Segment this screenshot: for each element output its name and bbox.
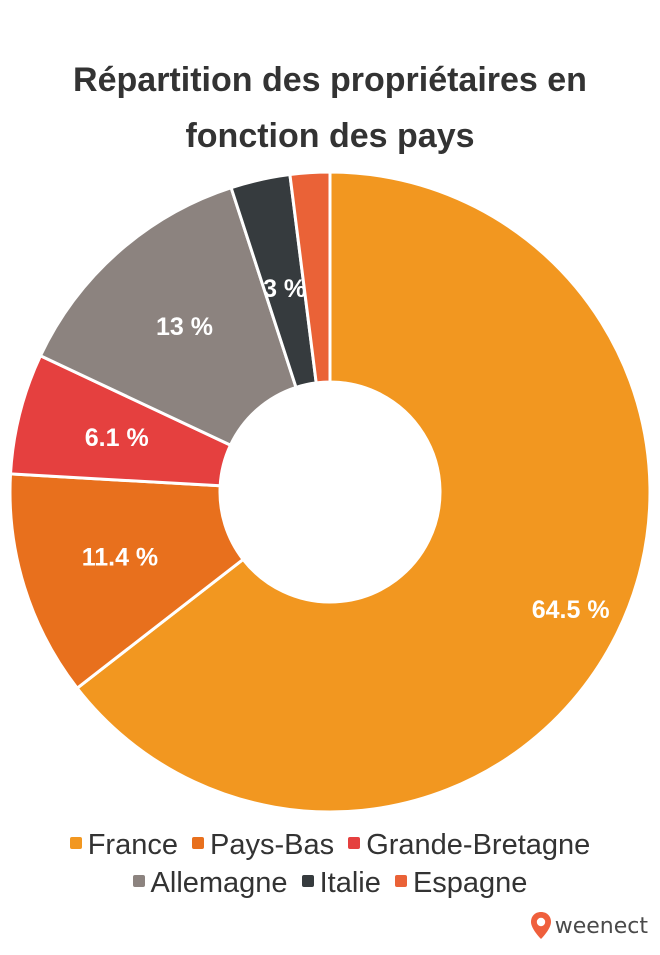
legend-item-allemagne: Allemagne	[132, 864, 288, 902]
legend-swatch	[69, 837, 82, 850]
legend-item-italie: Italie	[301, 864, 381, 902]
brand-logo: weenect	[529, 911, 648, 941]
legend-swatch	[132, 875, 145, 888]
data-label-italie: 3 %	[263, 275, 306, 303]
legend-label: Espagne	[412, 867, 528, 899]
legend-swatch	[348, 837, 361, 850]
location-pin-icon	[530, 912, 551, 939]
chart-title-line-1: Répartition des propriétaires en	[73, 61, 587, 99]
legend-item-pays-bas: Pays-Bas	[192, 826, 334, 864]
legend-item-espagne: Espagne	[394, 864, 528, 902]
legend-label: Allemagne	[150, 867, 288, 899]
legend-item-france: France	[69, 826, 178, 864]
legend-label: France	[87, 829, 178, 861]
data-label-france: 64.5 %	[532, 596, 610, 624]
legend-label: Italie	[319, 867, 381, 899]
legend-row: Allemagne Italie Espagne	[0, 864, 660, 902]
data-label-pays-bas: 11.4 %	[82, 543, 158, 571]
legend-swatch	[394, 875, 407, 888]
data-label-allemagne: 13 %	[156, 313, 213, 341]
slice-france	[75, 170, 652, 814]
legend-label: Grande-Bretagne	[366, 829, 591, 861]
brand-name: weenect	[554, 913, 648, 939]
chart-title-line-2: fonction des pays	[185, 117, 475, 155]
legend-row: France Pays-Bas Grande-Bretagne	[0, 826, 660, 864]
legend-label: Pays-Bas	[210, 829, 335, 861]
slice-pays-bas	[8, 472, 245, 690]
chart-legend: France Pays-Bas Grande-Bretagne Allemagn…	[0, 826, 660, 902]
slice-espagne	[288, 170, 332, 385]
legend-item-grande-bretagne: Grande-Bretagne	[348, 826, 590, 864]
slice-allemagne	[38, 186, 298, 447]
legend-swatch	[301, 875, 314, 888]
legend-swatch	[192, 837, 205, 850]
chart-title: Répartition des propriétaires en fonctio…	[0, 52, 660, 164]
data-label-grande-bretagne: 6.1 %	[85, 424, 149, 452]
